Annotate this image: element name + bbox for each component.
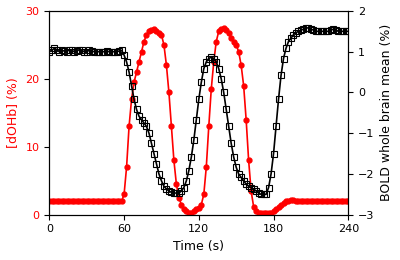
Y-axis label: BOLD whole brain mean (%): BOLD whole brain mean (%) bbox=[380, 24, 393, 202]
Y-axis label: [dOHb] (%): [dOHb] (%) bbox=[7, 77, 20, 148]
X-axis label: Time (s): Time (s) bbox=[173, 240, 224, 253]
